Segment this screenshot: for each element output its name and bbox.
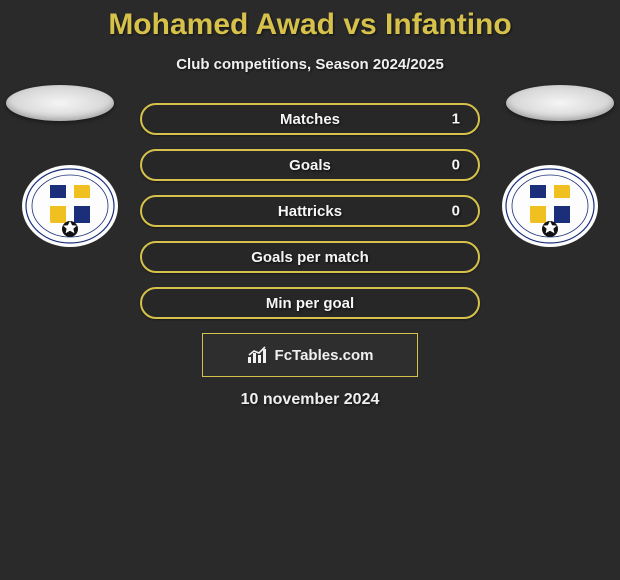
stat-label: Min per goal — [266, 295, 354, 312]
subtitle: Club competitions, Season 2024/2025 — [0, 56, 620, 73]
club-badge-left — [20, 163, 120, 249]
stat-pills: Matches 1 Goals 0 Hattricks 0 Goals per … — [140, 103, 480, 319]
stat-row: Goals 0 — [140, 149, 480, 181]
stat-row: Min per goal — [140, 287, 480, 319]
player-marker-left — [6, 85, 114, 121]
page-title: Mohamed Awad vs Infantino — [0, 8, 620, 42]
stat-label: Matches — [280, 111, 340, 128]
stat-row: Goals per match — [140, 241, 480, 273]
player-marker-right — [506, 85, 614, 121]
brand-chart-icon — [247, 346, 269, 364]
stat-label: Goals per match — [251, 249, 369, 266]
stat-label: Hattricks — [278, 203, 342, 220]
infographic-root: Mohamed Awad vs Infantino Club competiti… — [0, 0, 620, 409]
date-text: 10 november 2024 — [0, 391, 620, 409]
stat-label: Goals — [289, 157, 331, 174]
comparison-area: Matches 1 Goals 0 Hattricks 0 Goals per … — [0, 103, 620, 319]
brand-text: FcTables.com — [275, 347, 374, 364]
stat-row: Matches 1 — [140, 103, 480, 135]
stat-value: 1 — [452, 111, 460, 128]
stat-value: 0 — [452, 203, 460, 220]
club-badge-right — [500, 163, 600, 249]
stat-row: Hattricks 0 — [140, 195, 480, 227]
brand-box: FcTables.com — [202, 333, 418, 377]
stat-value: 0 — [452, 157, 460, 174]
